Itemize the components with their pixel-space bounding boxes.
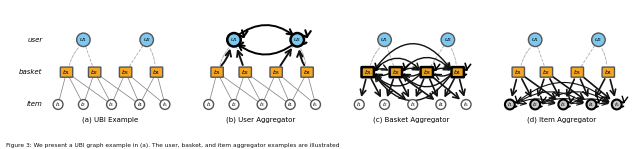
Text: $b_4$: $b_4$ xyxy=(303,68,311,77)
Text: $b_2$: $b_2$ xyxy=(392,68,400,77)
Text: $b_1$: $b_1$ xyxy=(514,68,522,77)
FancyBboxPatch shape xyxy=(60,67,73,77)
Text: (c) Basket Aggregator: (c) Basket Aggregator xyxy=(373,116,449,123)
FancyBboxPatch shape xyxy=(390,67,402,77)
Text: $b_2$: $b_2$ xyxy=(90,68,99,77)
Text: $i_2$: $i_2$ xyxy=(532,100,538,109)
Circle shape xyxy=(140,33,154,46)
Text: $b_4$: $b_4$ xyxy=(152,68,161,77)
Text: $u_2$: $u_2$ xyxy=(444,36,452,44)
Text: $b_4$: $b_4$ xyxy=(604,68,612,77)
Circle shape xyxy=(310,100,321,109)
FancyBboxPatch shape xyxy=(571,67,584,77)
Text: $b_1$: $b_1$ xyxy=(364,68,372,77)
Text: $i_1$: $i_1$ xyxy=(205,100,212,109)
Text: $i_4$: $i_4$ xyxy=(588,100,595,109)
Text: $i_2$: $i_2$ xyxy=(381,100,388,109)
FancyBboxPatch shape xyxy=(451,67,464,77)
Circle shape xyxy=(461,100,471,109)
Circle shape xyxy=(204,100,214,109)
Text: $b_2$: $b_2$ xyxy=(542,68,550,77)
Circle shape xyxy=(355,100,364,109)
Text: (b) User Aggregator: (b) User Aggregator xyxy=(226,116,295,123)
FancyBboxPatch shape xyxy=(602,67,614,77)
Text: $u_1$: $u_1$ xyxy=(380,36,388,44)
FancyBboxPatch shape xyxy=(88,67,101,77)
Circle shape xyxy=(378,33,391,46)
Text: $i_4$: $i_4$ xyxy=(287,100,293,109)
FancyBboxPatch shape xyxy=(540,67,552,77)
Text: $u_2$: $u_2$ xyxy=(293,36,301,44)
Text: $i_2$: $i_2$ xyxy=(231,100,237,109)
Text: $i_4$: $i_4$ xyxy=(438,100,444,109)
FancyBboxPatch shape xyxy=(420,67,433,77)
Text: $u_2$: $u_2$ xyxy=(595,36,603,44)
Text: $i_2$: $i_2$ xyxy=(81,100,86,109)
Text: $u_2$: $u_2$ xyxy=(143,36,151,44)
Text: $i_1$: $i_1$ xyxy=(507,100,513,109)
FancyBboxPatch shape xyxy=(120,67,132,77)
Text: $b_3$: $b_3$ xyxy=(122,68,130,77)
Circle shape xyxy=(505,100,515,109)
Circle shape xyxy=(257,100,267,109)
Text: $i_3$: $i_3$ xyxy=(560,100,566,109)
Circle shape xyxy=(441,33,454,46)
Text: $i_5$: $i_5$ xyxy=(312,100,319,109)
Text: $i_1$: $i_1$ xyxy=(55,100,61,109)
Text: $i_3$: $i_3$ xyxy=(259,100,265,109)
Circle shape xyxy=(77,33,90,46)
Circle shape xyxy=(107,100,116,109)
FancyBboxPatch shape xyxy=(150,67,163,77)
Text: $i_5$: $i_5$ xyxy=(463,100,469,109)
Circle shape xyxy=(79,100,88,109)
Text: $b_3$: $b_3$ xyxy=(573,68,582,77)
FancyBboxPatch shape xyxy=(301,67,314,77)
Circle shape xyxy=(612,100,621,109)
Circle shape xyxy=(380,100,390,109)
Text: $b_2$: $b_2$ xyxy=(241,68,250,77)
Text: $u_1$: $u_1$ xyxy=(79,36,88,44)
Circle shape xyxy=(586,100,596,109)
Circle shape xyxy=(227,33,241,46)
Circle shape xyxy=(592,33,605,46)
Text: $b_1$: $b_1$ xyxy=(62,68,70,77)
Text: $u_1$: $u_1$ xyxy=(230,36,238,44)
Text: $i_5$: $i_5$ xyxy=(614,100,620,109)
Text: Figure 3: We present a UBI graph example in (a). The user, basket, and item aggr: Figure 3: We present a UBI graph example… xyxy=(6,142,340,148)
Text: $b_3$: $b_3$ xyxy=(272,68,280,77)
Text: (d) Item Aggregator: (d) Item Aggregator xyxy=(527,116,596,123)
Circle shape xyxy=(285,100,295,109)
Circle shape xyxy=(53,100,63,109)
Text: $b_1$: $b_1$ xyxy=(213,68,221,77)
Circle shape xyxy=(529,33,542,46)
FancyBboxPatch shape xyxy=(211,67,223,77)
Circle shape xyxy=(291,33,304,46)
Text: $i_1$: $i_1$ xyxy=(356,100,362,109)
Circle shape xyxy=(558,100,568,109)
Circle shape xyxy=(408,100,418,109)
Text: $b_4$: $b_4$ xyxy=(454,68,462,77)
FancyBboxPatch shape xyxy=(239,67,252,77)
Circle shape xyxy=(229,100,239,109)
Text: basket: basket xyxy=(19,69,43,75)
Text: $i_5$: $i_5$ xyxy=(162,100,168,109)
Text: $i_3$: $i_3$ xyxy=(108,100,115,109)
Circle shape xyxy=(436,100,445,109)
FancyBboxPatch shape xyxy=(512,67,525,77)
Text: $i_3$: $i_3$ xyxy=(410,100,416,109)
FancyBboxPatch shape xyxy=(362,67,374,77)
Text: (a) UBI Example: (a) UBI Example xyxy=(82,116,138,123)
Circle shape xyxy=(160,100,170,109)
Circle shape xyxy=(134,100,145,109)
Text: $u_1$: $u_1$ xyxy=(531,36,540,44)
FancyBboxPatch shape xyxy=(270,67,282,77)
Text: user: user xyxy=(28,37,43,43)
Text: item: item xyxy=(27,101,43,107)
Text: $i_4$: $i_4$ xyxy=(136,100,143,109)
Circle shape xyxy=(531,100,540,109)
Text: $b_3$: $b_3$ xyxy=(422,68,431,77)
